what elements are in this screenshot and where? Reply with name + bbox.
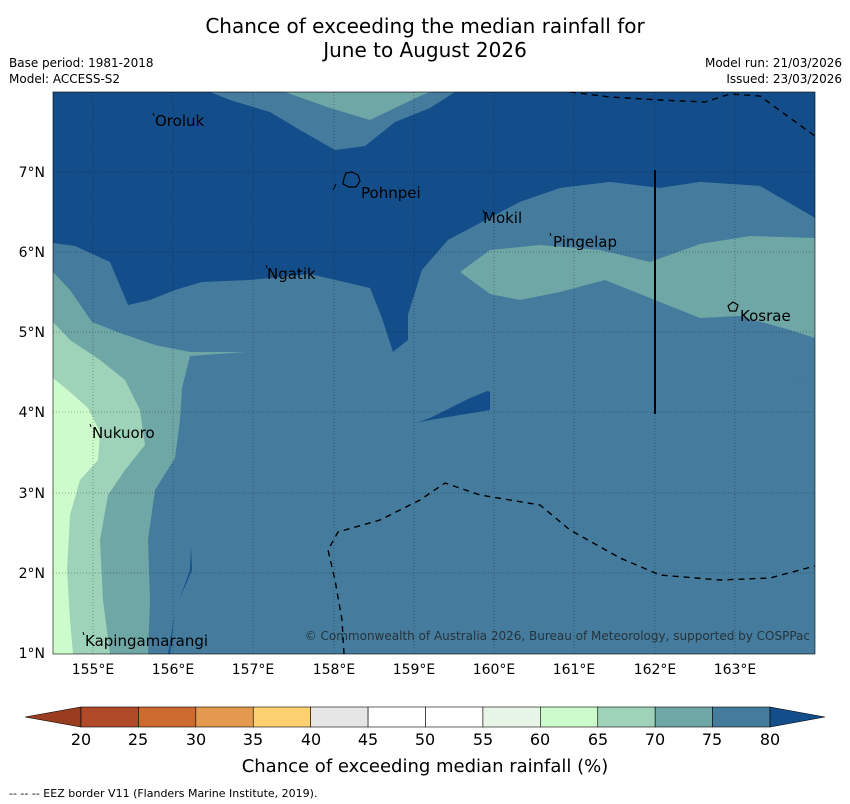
copyright-text: © Commonwealth of Australia 2026, Bureau… — [305, 629, 810, 643]
colorbar-tick: 20 — [71, 730, 91, 749]
colorbar-tick: 70 — [645, 730, 665, 749]
pohnpei-marker — [332, 183, 337, 191]
colorbar-tick: 50 — [415, 730, 435, 749]
kosrae-island-icon — [727, 301, 739, 312]
colorbar-swatch — [80, 706, 139, 728]
lon-label: 155°E — [72, 662, 115, 678]
colorbar-under-arrow — [24, 706, 82, 728]
lon-label: 163°E — [714, 662, 757, 678]
contour-75-west-main — [53, 243, 520, 654]
colorbar-swatch — [712, 706, 771, 728]
contour-75-east — [393, 182, 815, 384]
lon-label: 160°E — [473, 662, 516, 678]
lat-label: 7°N — [19, 165, 45, 181]
model-run-text: Model run: 21/03/2026 — [704, 56, 842, 70]
lon-label: 156°E — [152, 662, 195, 678]
colorbar-tick: 75 — [702, 730, 722, 749]
place-label-oroluk: Oroluk — [155, 112, 204, 130]
contour-layer — [53, 92, 815, 654]
contour-70-north — [285, 92, 430, 120]
colorbar-tick: 25 — [128, 730, 148, 749]
place-label-ngatik: Ngatik — [267, 265, 316, 283]
issued-text: Issued: 23/03/2026 — [726, 72, 842, 86]
colorbar-tick: 35 — [243, 730, 263, 749]
place-label-nukuoro: Nukuoro — [92, 424, 155, 442]
contour-70-east — [460, 236, 815, 338]
lon-label: 162°E — [634, 662, 677, 678]
lat-label: 5°N — [19, 325, 45, 341]
place-label-kapingamarangi: Kapingamarangi — [85, 632, 208, 650]
place-label-mokil: Mokil — [483, 209, 522, 227]
map-title-line2: June to August 2026 — [323, 38, 527, 62]
colorbar-swatch — [597, 706, 656, 728]
colorbar-tick: 30 — [186, 730, 206, 749]
model-text: Model: ACCESS-S2 — [9, 72, 121, 86]
pohnpei-island-icon — [342, 171, 361, 188]
colorbar-tick: 65 — [588, 730, 608, 749]
colorbar-tick: 60 — [530, 730, 550, 749]
colorbar: 20 25 30 35 40 45 50 55 60 65 70 75 80 C… — [24, 706, 826, 777]
eez-legend-note: -- -- -- EEZ border V11 (Flanders Marine… — [9, 787, 317, 800]
colorbar-label: Chance of exceeding median rainfall (%) — [242, 756, 609, 777]
graticule — [53, 92, 815, 654]
colorbar-tick: 80 — [760, 730, 780, 749]
lon-label: 161°E — [553, 662, 596, 678]
colorbar-swatch — [540, 706, 599, 728]
lon-label: 159°E — [393, 662, 436, 678]
lon-label: 157°E — [232, 662, 275, 678]
colorbar-swatch — [367, 706, 426, 728]
lat-label: 1°N — [19, 646, 45, 662]
colorbar-over-arrow — [769, 706, 826, 728]
place-label-kosrae: Kosrae — [740, 307, 791, 325]
map-frame — [52, 91, 816, 655]
map-title-line1: Chance of exceeding the median rainfall … — [205, 14, 645, 38]
colorbar-swatch — [195, 706, 254, 728]
colorbar-swatch — [310, 706, 369, 728]
lat-label: 2°N — [19, 566, 45, 582]
eez-border — [327, 92, 815, 654]
place-label-pohnpei: Pohnpei — [361, 184, 421, 202]
base-period-text: Base period: 1981-2018 — [9, 56, 154, 70]
colorbar-swatch — [138, 706, 197, 728]
place-label-pingelap: Pingelap — [553, 233, 617, 251]
colorbar-swatch — [425, 706, 484, 728]
contour-60-west — [53, 378, 100, 654]
colorbar-swatch — [252, 706, 311, 728]
lat-label: 3°N — [19, 486, 45, 502]
lat-label: 6°N — [19, 245, 45, 261]
lat-label: 4°N — [19, 405, 45, 421]
colorbar-swatch — [654, 706, 713, 728]
lon-label: 158°E — [313, 662, 356, 678]
colorbar-tick: 45 — [358, 730, 378, 749]
colorbar-swatch — [482, 706, 541, 728]
colorbar-tick: 40 — [301, 730, 321, 749]
colorbar-tick: 55 — [473, 730, 493, 749]
place-markers — [82, 112, 552, 636]
